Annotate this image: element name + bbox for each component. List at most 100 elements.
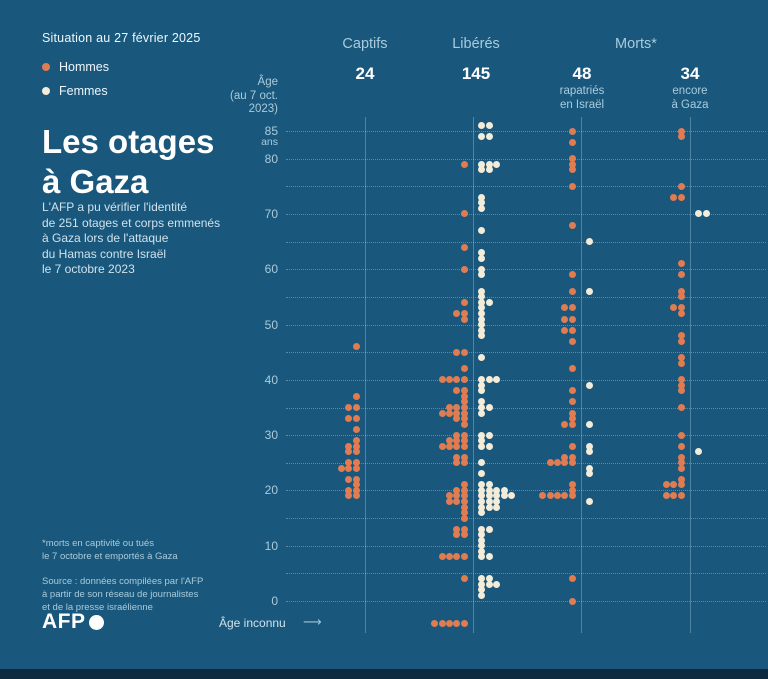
hostage-dot-femmes bbox=[485, 404, 493, 411]
description-line: du Hamas contre Israël bbox=[42, 246, 167, 261]
hostage-dot-hommes bbox=[438, 442, 446, 450]
hostage-dot-femmes bbox=[478, 509, 486, 516]
hostage-dot-hommes bbox=[677, 271, 685, 279]
hostage-dot-hommes bbox=[352, 459, 360, 467]
hostage-dot-hommes bbox=[568, 453, 576, 461]
hostage-dot-hommes bbox=[460, 437, 468, 445]
hostage-dot-femmes bbox=[586, 238, 594, 246]
column-total-captifs: 24 bbox=[355, 64, 375, 83]
y-tick-label: 70 bbox=[264, 206, 278, 221]
hostage-dot-hommes bbox=[460, 398, 468, 406]
hostage-dot-hommes bbox=[539, 492, 547, 500]
hostage-dot-femmes bbox=[478, 354, 486, 362]
hostage-dot-hommes bbox=[460, 243, 468, 251]
hostage-dot-femmes bbox=[493, 160, 501, 168]
title-line1: Les otages bbox=[42, 123, 215, 160]
hostage-dot-hommes bbox=[677, 310, 685, 317]
hostage-dot-femmes bbox=[485, 492, 493, 500]
hostage-dot-hommes bbox=[460, 376, 468, 384]
hostage-dot-femmes bbox=[485, 575, 493, 583]
hostage-dot-femmes bbox=[500, 492, 508, 500]
hostage-dot-hommes bbox=[670, 193, 678, 201]
hostage-dot-femmes bbox=[478, 265, 486, 273]
description-line: le 7 octobre 2023 bbox=[42, 262, 135, 276]
hostage-dot-femmes bbox=[478, 437, 486, 445]
hostage-dot-hommes bbox=[561, 315, 569, 323]
afp-logo-text: AFP bbox=[42, 610, 86, 633]
y-tick-label: 50 bbox=[264, 317, 278, 332]
source-line: et de la presse israélienne bbox=[42, 602, 153, 613]
hostage-dot-hommes bbox=[352, 475, 360, 483]
hostage-dot-hommes bbox=[460, 531, 468, 539]
hostage-dot-hommes bbox=[568, 415, 576, 422]
gridline bbox=[286, 352, 766, 354]
hostage-dot-femmes bbox=[478, 249, 486, 257]
hostage-dot-hommes bbox=[568, 442, 576, 450]
hostage-dot-hommes bbox=[460, 503, 468, 511]
y-tick-label: 80 bbox=[264, 151, 278, 166]
hostage-dot-hommes bbox=[460, 365, 468, 373]
hostage-dot-hommes bbox=[670, 481, 678, 489]
gridline bbox=[286, 462, 766, 464]
y-tick-label: 20 bbox=[264, 483, 278, 498]
column-header-morts: Morts* bbox=[615, 36, 657, 52]
afp-logo: AFP bbox=[42, 610, 104, 634]
hostage-dot-hommes bbox=[677, 475, 685, 483]
hostage-dot-hommes bbox=[460, 553, 468, 561]
column-axis-line bbox=[473, 117, 474, 633]
hostage-dot-femmes bbox=[485, 133, 493, 140]
gridline bbox=[286, 213, 766, 215]
hostage-dot-femmes bbox=[485, 431, 493, 439]
hostage-dot-hommes bbox=[345, 404, 353, 411]
gridline bbox=[286, 407, 766, 409]
hostage-dot-hommes bbox=[453, 486, 461, 494]
hostage-dot-femmes bbox=[478, 398, 486, 406]
hostage-dot-hommes bbox=[460, 509, 468, 516]
gridline bbox=[286, 158, 766, 160]
sublabel-line: à Gaza bbox=[671, 98, 709, 111]
hostage-dot-hommes bbox=[460, 492, 468, 500]
column-total-rapatries: 48 bbox=[572, 64, 592, 83]
hostage-dot-femmes bbox=[478, 332, 486, 340]
legend: Hommes Femmes bbox=[42, 60, 109, 98]
column-axis-line bbox=[690, 117, 691, 633]
hostage-dot-hommes bbox=[438, 619, 446, 627]
hostage-dot-hommes bbox=[460, 431, 468, 439]
hostage-dot-hommes bbox=[453, 459, 461, 467]
hostage-dot-hommes bbox=[677, 293, 685, 301]
hostage-dot-hommes bbox=[677, 431, 685, 439]
hostage-dot-hommes bbox=[677, 193, 685, 201]
hostage-dot-femmes bbox=[586, 464, 594, 472]
hostage-dot-femmes bbox=[485, 503, 493, 511]
hostage-dot-hommes bbox=[460, 486, 468, 494]
hostage-dot-hommes bbox=[460, 415, 468, 422]
hostage-dot-hommes bbox=[445, 498, 453, 505]
hostage-dot-hommes bbox=[677, 492, 685, 500]
hostage-dot-hommes bbox=[453, 431, 461, 439]
description-line: L'AFP a pu vérifier l'identité bbox=[42, 200, 188, 214]
hostage-dot-femmes bbox=[478, 586, 486, 594]
source-line: Source : données compilées par l'AFP bbox=[42, 576, 204, 587]
situation-date: Situation au 27 février 2025 bbox=[42, 31, 201, 45]
hostage-dot-hommes bbox=[553, 492, 561, 500]
hostage-dot-femmes bbox=[478, 298, 486, 306]
y-tick-label: 40 bbox=[264, 372, 278, 387]
hostage-dot-hommes bbox=[460, 619, 468, 627]
hostage-dot-hommes bbox=[568, 398, 576, 406]
hostage-dot-hommes bbox=[453, 409, 461, 417]
hostage-dot-femmes bbox=[478, 204, 486, 212]
title-line2: à Gaza bbox=[42, 163, 149, 200]
hostage-dot-hommes bbox=[677, 182, 685, 190]
hostage-dot-hommes bbox=[561, 420, 569, 428]
hostage-dot-femmes bbox=[485, 376, 493, 384]
legend-femmes: Femmes bbox=[42, 84, 109, 98]
hostage-dot-femmes bbox=[478, 536, 486, 544]
hostage-dot-hommes bbox=[352, 426, 360, 434]
hostage-dot-hommes bbox=[352, 343, 360, 351]
hostage-dot-femmes bbox=[478, 459, 486, 467]
gridline bbox=[286, 601, 766, 602]
hostage-dot-hommes bbox=[670, 304, 678, 312]
column-header-liberes: Libérés bbox=[452, 36, 500, 52]
hostage-dot-hommes bbox=[568, 481, 576, 489]
